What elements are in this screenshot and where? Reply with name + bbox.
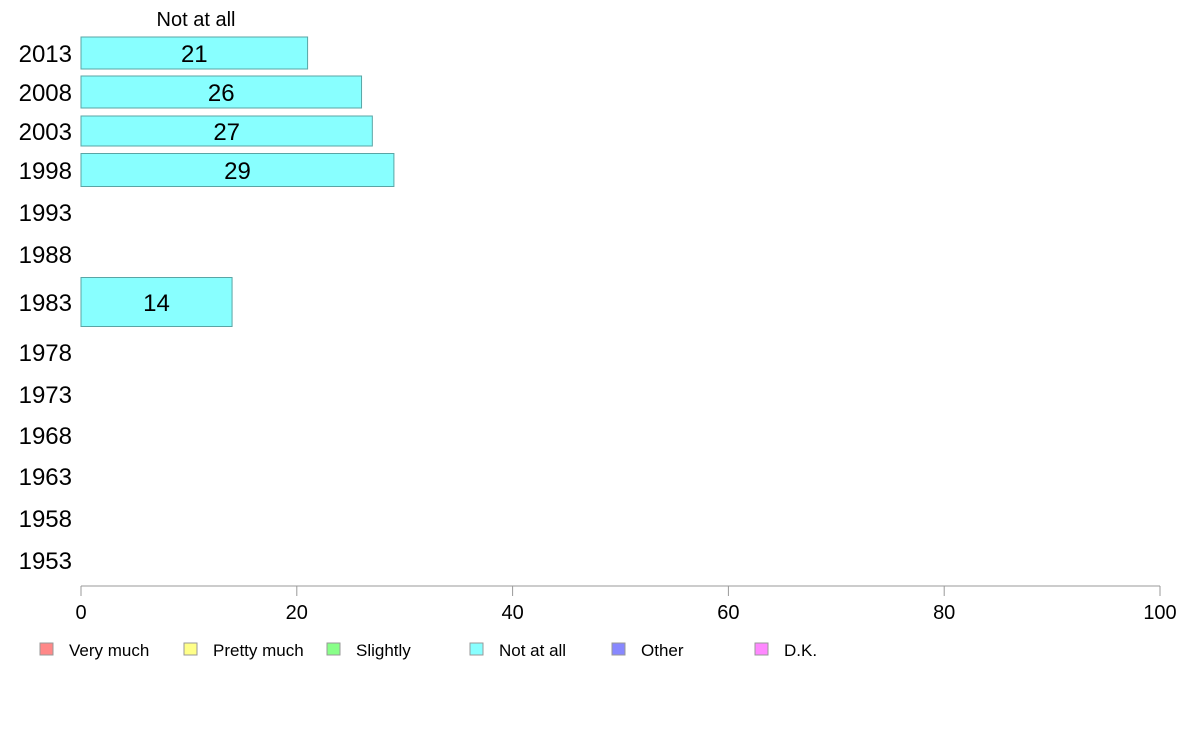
series-header-not-at-all: Not at all — [157, 9, 236, 31]
legend-swatch-other — [611, 642, 626, 656]
bar-value-label-2013: 21 — [181, 41, 208, 68]
bar-1983-not-at-all — [80, 277, 233, 327]
bar-value-label-1983: 14 — [143, 290, 170, 317]
bar-value-label-1998: 29 — [224, 158, 251, 185]
x-tick-label-20: 20 — [286, 602, 308, 624]
legend-label-not-at-all: Not at all — [499, 641, 566, 660]
year-label-1953: 1953 — [19, 548, 72, 575]
x-tick-label-0: 0 — [75, 602, 86, 624]
legend-swatch-pretty-much — [183, 642, 198, 656]
x-tick-label-80: 80 — [933, 602, 955, 624]
bar-2003-not-at-all — [80, 115, 373, 147]
year-label-1973: 1973 — [19, 382, 72, 409]
legend-label-d-k: D.K. — [784, 641, 817, 660]
x-tick-label-60: 60 — [717, 602, 739, 624]
series-header: Not at all — [157, 9, 236, 31]
bar-value-label-2003: 27 — [213, 119, 240, 146]
year-label-1998: 1998 — [19, 158, 72, 185]
year-label-2013: 2013 — [19, 41, 72, 68]
legend-swatch-not-at-all — [469, 642, 484, 656]
legend-swatch-d-k — [754, 642, 769, 656]
x-axis: 0 20 40 60 80 100 — [75, 585, 1177, 624]
year-label-1968: 1968 — [19, 423, 72, 450]
year-label-1993: 1993 — [19, 200, 72, 227]
bar-1998-not-at-all — [80, 153, 395, 187]
bar-2008-not-at-all — [80, 75, 363, 109]
legend: Very much Pretty much Slightly Not at all Ot… — [39, 641, 817, 660]
legend-label-other: Other — [641, 641, 684, 660]
x-tick-label-100: 100 — [1143, 602, 1176, 624]
year-label-1988: 1988 — [19, 242, 72, 269]
year-label-1983: 1983 — [19, 290, 72, 317]
year-label-2008: 2008 — [19, 80, 72, 107]
x-tick-label-40: 40 — [501, 602, 523, 624]
year-label-1958: 1958 — [19, 506, 72, 533]
bar-value-label-2008: 26 — [208, 80, 235, 107]
year-label-1963: 1963 — [19, 464, 72, 491]
legend-label-very-much: Very much — [69, 641, 149, 660]
year-label-2003: 2003 — [19, 119, 72, 146]
year-label-1978: 1978 — [19, 340, 72, 367]
category-axis: 2013 2008 2003 1998 1993 1988 1983 1978 1973 1968… — [19, 41, 72, 575]
legend-label-slightly: Slightly — [356, 641, 411, 660]
legend-swatch-very-much — [39, 642, 54, 656]
bar-2013-not-at-all — [80, 36, 309, 70]
legend-label-pretty-much: Pretty much — [213, 641, 304, 660]
legend-swatch-slightly — [326, 642, 341, 656]
